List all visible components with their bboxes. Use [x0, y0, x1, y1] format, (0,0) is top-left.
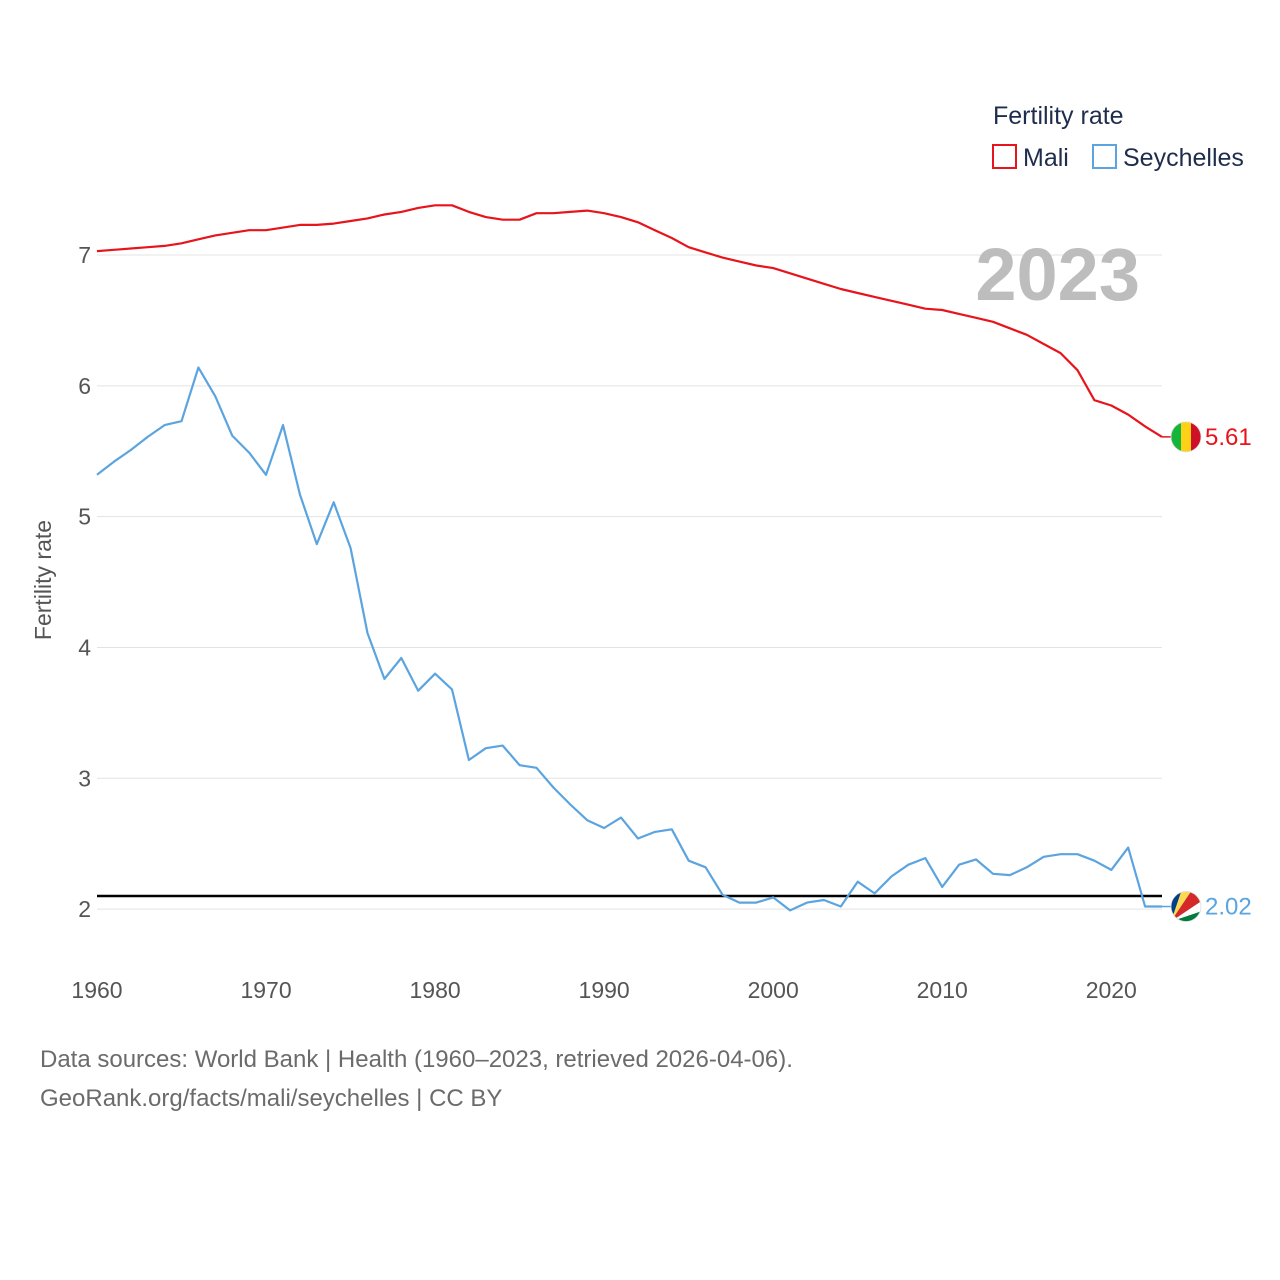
y-axis-title: Fertility rate — [30, 520, 56, 640]
gridlines — [97, 254, 1162, 910]
legend-swatch-mali — [992, 144, 1017, 169]
series-line-seychelles — [96, 366, 1162, 912]
legend-label-mali: Mali — [1023, 144, 1069, 172]
y-tick-3: 3 — [78, 765, 91, 791]
x-tick-2010: 2010 — [917, 977, 968, 1003]
source-url-license: GeoRank.org/facts/mali/seychelles | CC B… — [40, 1085, 503, 1112]
x-tick-2000: 2000 — [748, 977, 799, 1003]
y-tick-7: 7 — [78, 242, 91, 268]
x-tick-1990: 1990 — [579, 977, 630, 1003]
legend: Fertility rate Mali Seychelles — [992, 102, 1244, 172]
y-tick-5: 5 — [78, 504, 91, 530]
y-tick-6: 6 — [78, 373, 91, 399]
legend-label-seychelles: Seychelles — [1123, 144, 1244, 172]
x-tick-1960: 1960 — [71, 977, 122, 1003]
end-markers: 5.61 2.02 — [1162, 421, 1252, 922]
series-line-mali — [96, 204, 1163, 438]
footer: Data sources: World Bank | Health (1960–… — [40, 1040, 793, 1118]
y-tick-2: 2 — [78, 896, 91, 922]
series-lines — [96, 204, 1163, 912]
legend-swatch-seychelles — [1092, 144, 1117, 169]
x-tick-labels: 1960 1970 1980 1990 2000 2010 2020 — [71, 977, 1136, 1003]
y-tick-4: 4 — [78, 634, 91, 660]
x-tick-2020: 2020 — [1086, 977, 1137, 1003]
x-tick-1970: 1970 — [240, 977, 291, 1003]
data-source-note: Data sources: World Bank | Health (1960–… — [40, 1046, 793, 1073]
y-tick-labels: 2 3 4 5 6 7 — [78, 242, 91, 922]
x-tick-1980: 1980 — [410, 977, 461, 1003]
legend-title: Fertility rate — [993, 102, 1124, 130]
end-value-mali: 5.61 — [1205, 424, 1252, 451]
end-value-seychelles: 2.02 — [1205, 894, 1252, 921]
year-label: 2023 — [975, 233, 1140, 316]
mali-flag-icon — [1170, 421, 1202, 453]
seychelles-flag-icon — [1170, 891, 1202, 922]
